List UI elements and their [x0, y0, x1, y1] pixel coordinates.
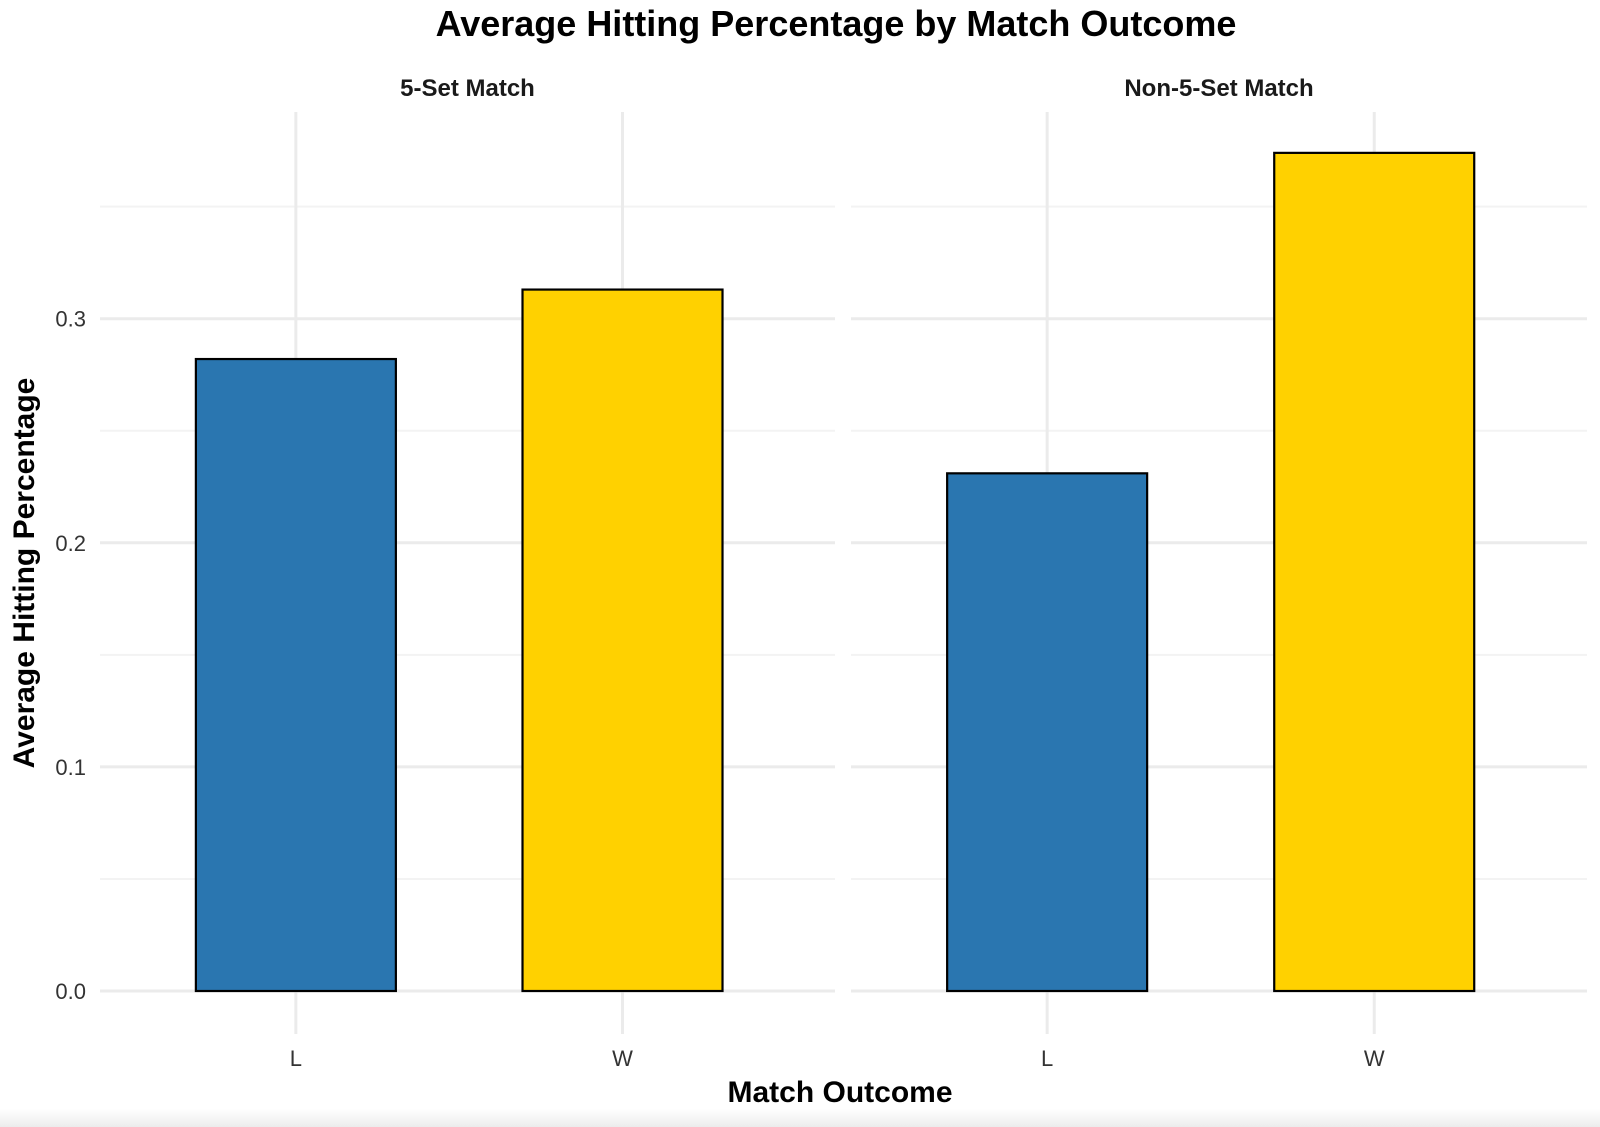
bar-layer: [194, 151, 1476, 993]
y-tick-label: 0.1: [55, 755, 86, 780]
y-axis-title: Average Hitting Percentage: [8, 378, 41, 769]
x-tick-label: L: [290, 1046, 302, 1071]
x-tick-label: L: [1041, 1046, 1053, 1071]
facet-title: Non-5-Set Match: [1124, 75, 1313, 102]
y-tick-label: 0.3: [55, 307, 86, 332]
x-tick-label: W: [612, 1046, 633, 1071]
bar-w: [1273, 151, 1476, 993]
x-tick-label: W: [1364, 1046, 1385, 1071]
facet-title: 5-Set Match: [400, 75, 535, 102]
bar-w: [521, 288, 724, 993]
chart-title: Average Hitting Percentage by Match Outc…: [436, 3, 1237, 44]
x-axis-title: Match Outcome: [727, 1076, 952, 1109]
y-tick-label: 0.0: [55, 979, 86, 1004]
bar-l: [194, 357, 397, 993]
text-layer: Average Hitting Percentage by Match Outc…: [8, 3, 1385, 1109]
bar-l: [946, 472, 1149, 993]
window-bottom-edge: [0, 1109, 1600, 1127]
y-tick-label: 0.2: [55, 531, 86, 556]
